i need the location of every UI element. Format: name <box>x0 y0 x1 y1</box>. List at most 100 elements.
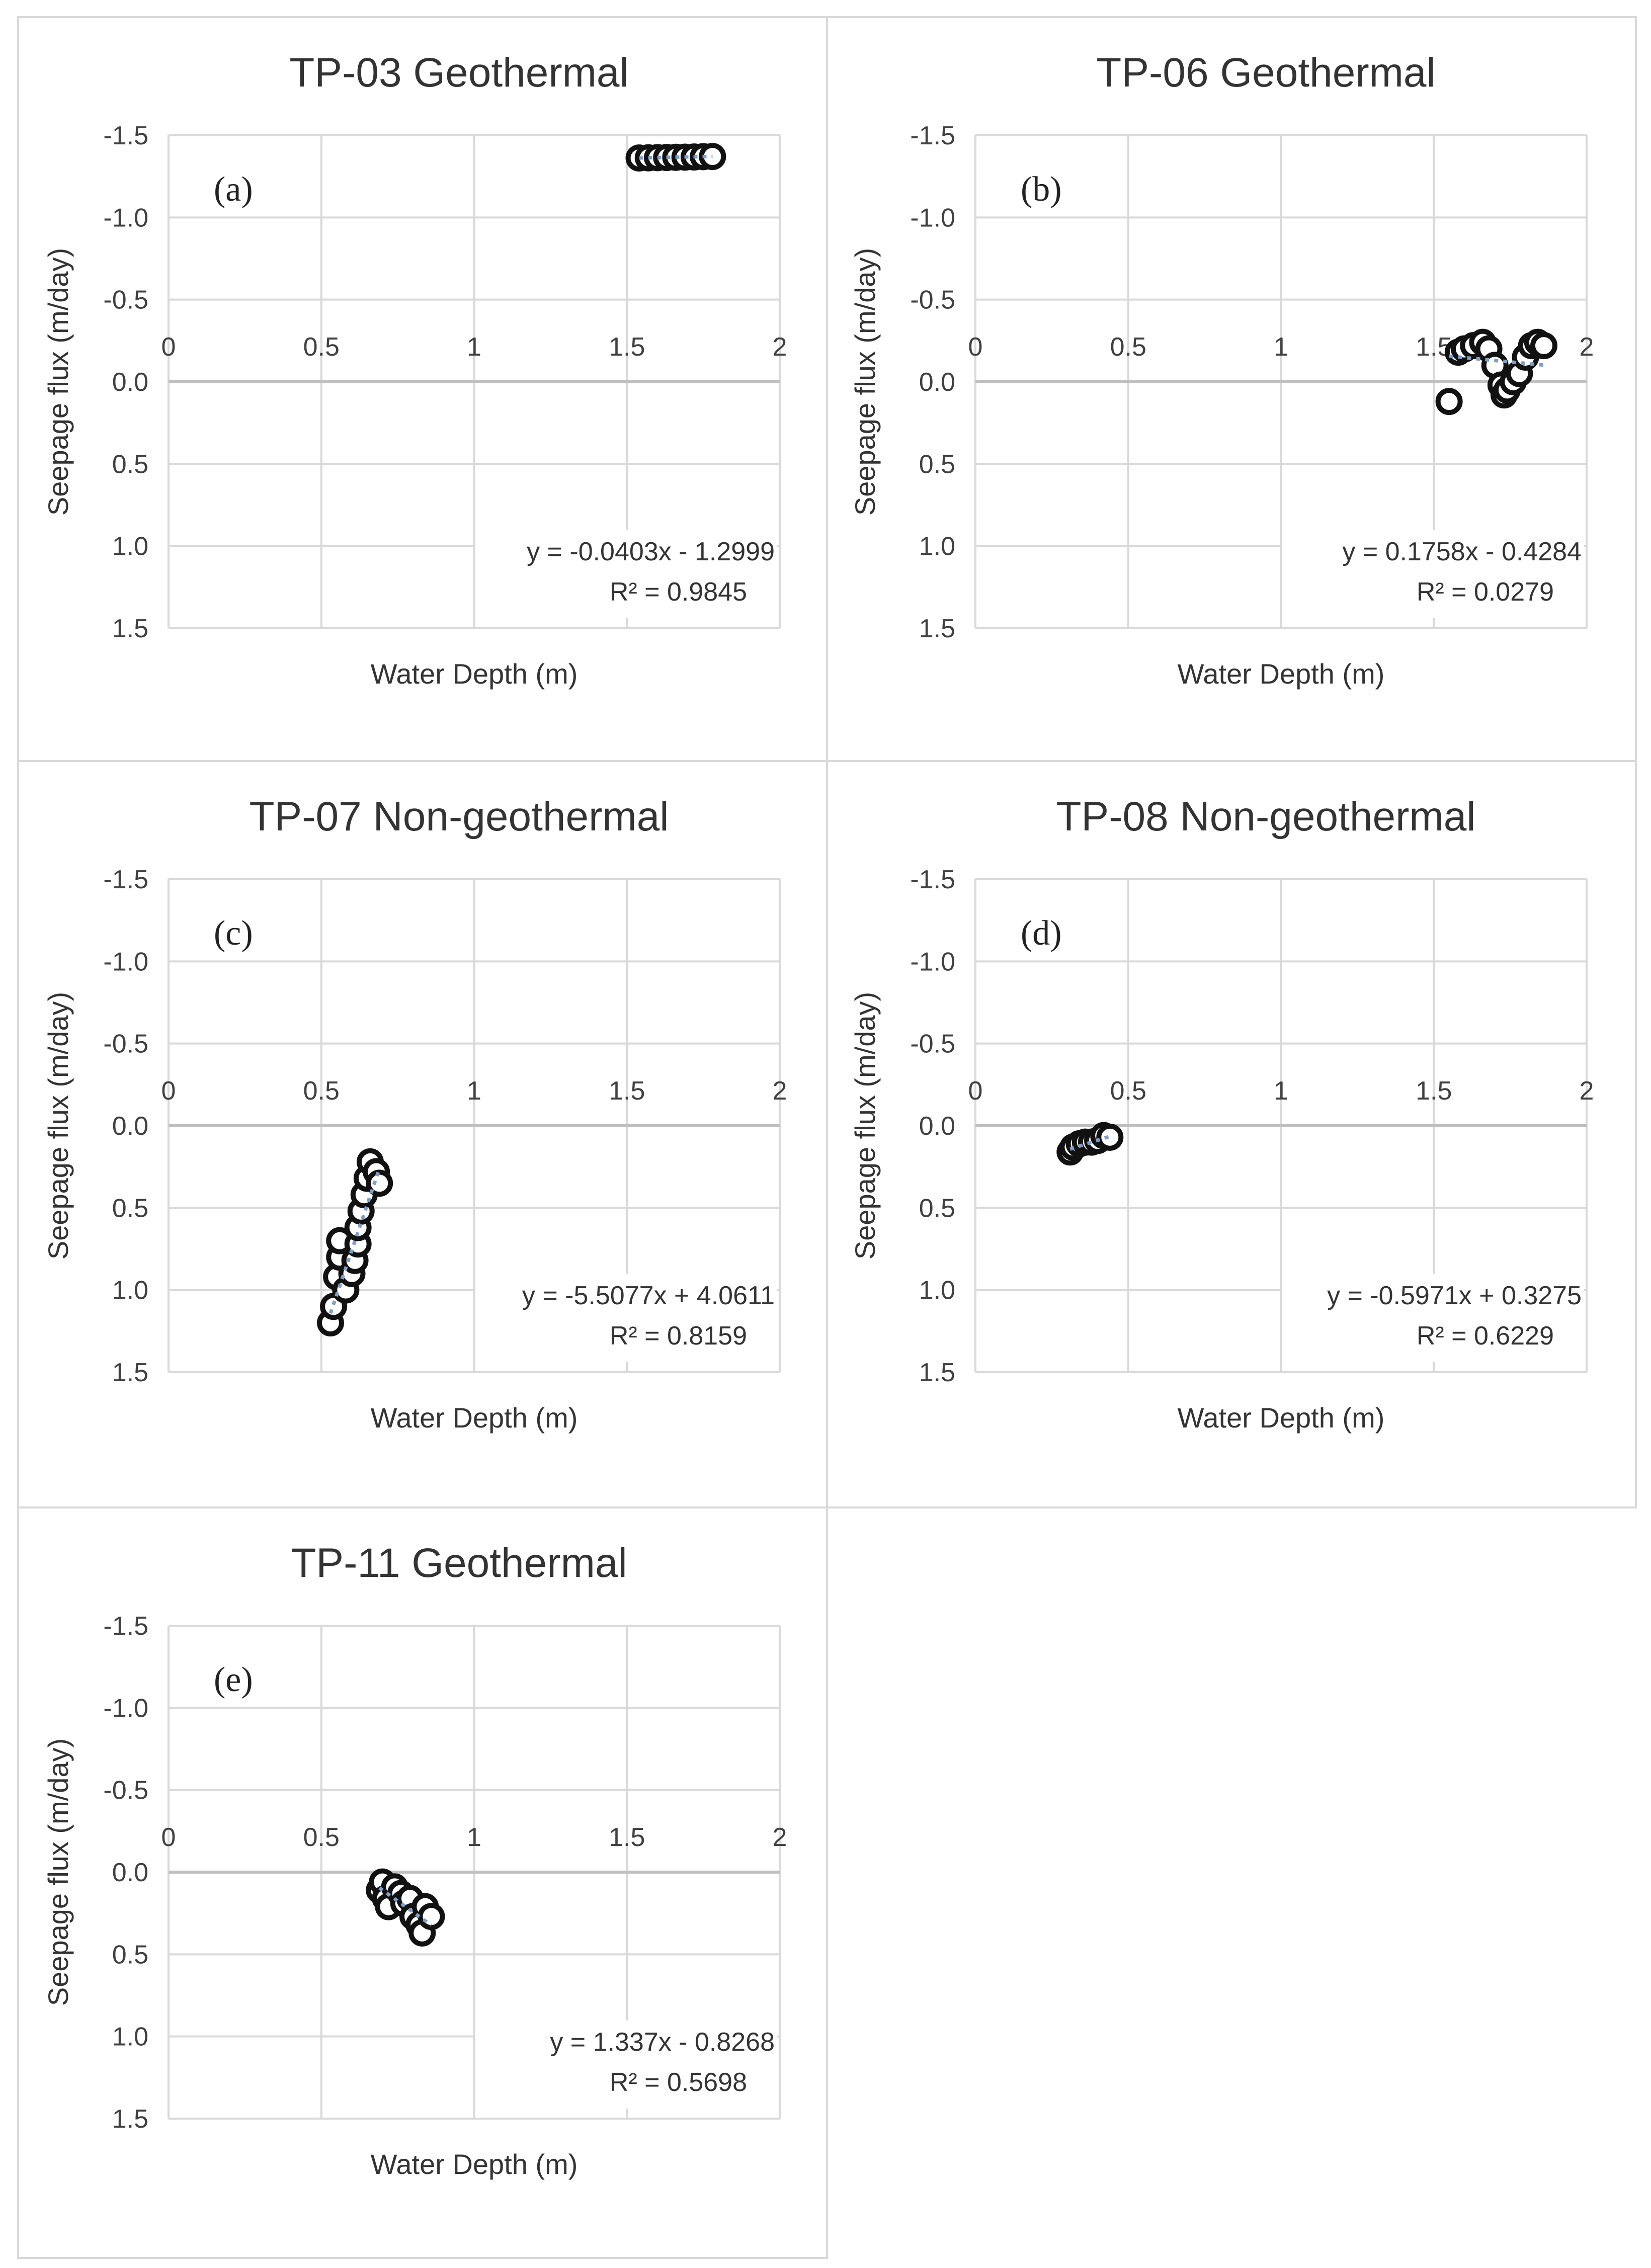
y-tick-label-c-4: 0.5 <box>112 1194 148 1223</box>
chart-title-a: TP-03 Geothermal <box>289 50 629 96</box>
y-axis-label-a: Seepage flux (m/day) <box>42 248 74 516</box>
chart-title-d: TP-08 Non-geothermal <box>1056 794 1475 839</box>
panel-label-d: (d) <box>1021 914 1062 953</box>
y-tick-label-d-3: 0.0 <box>919 1112 955 1141</box>
data-point-b-15 <box>1530 332 1557 360</box>
y-axis-label-b: Seepage flux (m/day) <box>849 248 881 516</box>
y-tick-label-d-6: 1.5 <box>919 1358 955 1387</box>
trendline-equation-c: y = -5.5077x + 4.0611 <box>522 1281 775 1310</box>
x-axis-label-c: Water Depth (m) <box>371 1402 578 1434</box>
y-tick-label-a-5: 1.0 <box>112 532 148 561</box>
x-tick-label-b-2: 1 <box>1274 332 1288 362</box>
x-tick-label-a-1: 0.5 <box>303 332 340 362</box>
trendline-equation-e: y = 1.337x - 0.8268 <box>550 2028 775 2057</box>
chart-panel-e: TP-11 Geothermal 0 0.5 1 1.5 2 -1.5 -1.0 -0.5 0.0… <box>42 1540 787 2180</box>
x-tick-label-c-0: 0 <box>161 1076 176 1106</box>
y-tick-label-d-4: 0.5 <box>919 1194 955 1223</box>
x-tick-label-b-1: 0.5 <box>1110 332 1146 362</box>
x-tick-label-e-1: 0.5 <box>303 1823 340 1852</box>
y-tick-label-e-0: -1.5 <box>103 1612 148 1641</box>
x-tick-label-c-3: 1.5 <box>609 1076 645 1106</box>
panel-label-e: (e) <box>214 1660 253 1699</box>
y-axis-label-e: Seepage flux (m/day) <box>42 1738 74 2006</box>
x-tick-label-d-1: 0.5 <box>1110 1076 1146 1106</box>
data-point-b-0 <box>1435 388 1463 415</box>
y-tick-label-b-6: 1.5 <box>919 614 955 643</box>
trendline-equation-d: y = -0.5971x + 0.3275 <box>1327 1281 1582 1310</box>
y-tick-label-e-4: 0.5 <box>112 1940 148 1969</box>
y-tick-label-c-6: 1.5 <box>112 1358 148 1387</box>
x-tick-label-e-4: 2 <box>773 1823 787 1852</box>
equation-box-a <box>475 530 777 618</box>
y-tick-label-b-4: 0.5 <box>919 450 955 479</box>
y-tick-label-b-5: 1.0 <box>919 532 955 561</box>
y-tick-label-e-5: 1.0 <box>112 2023 148 2052</box>
r-squared-label-a: R² = 0.9845 <box>610 577 747 607</box>
trendline-a <box>639 154 713 160</box>
trendline-b <box>1449 354 1544 367</box>
data-point-c-15 <box>366 1169 393 1197</box>
data-point-d-7 <box>1096 1123 1124 1151</box>
chart-title-c: TP-07 Non-geothermal <box>249 794 669 839</box>
x-axis-label-b: Water Depth (m) <box>1178 658 1385 690</box>
equation-box-b <box>1282 530 1584 618</box>
y-tick-label-a-0: -1.5 <box>103 121 148 150</box>
y-tick-label-a-6: 1.5 <box>112 614 148 643</box>
x-tick-label-e-2: 1 <box>467 1823 481 1852</box>
x-tick-label-b-0: 0 <box>968 332 983 362</box>
x-tick-label-a-3: 1.5 <box>609 332 645 362</box>
x-tick-label-e-0: 0 <box>161 1823 176 1852</box>
chart-title-e: TP-11 Geothermal <box>291 1540 627 1586</box>
y-tick-label-e-6: 1.5 <box>112 2105 148 2134</box>
r-squared-label-d: R² = 0.6229 <box>1417 1321 1554 1351</box>
panel-frame-e <box>17 1506 828 2259</box>
y-tick-label-b-3: 0.0 <box>919 368 955 397</box>
y-tick-label-a-4: 0.5 <box>112 450 148 479</box>
y-axis-label-c: Seepage flux (m/day) <box>42 992 74 1259</box>
equation-box-c <box>475 1274 777 1362</box>
x-tick-label-a-4: 2 <box>773 332 787 362</box>
x-tick-label-d-2: 1 <box>1274 1076 1288 1106</box>
r-squared-label-c: R² = 0.8159 <box>610 1321 747 1351</box>
chart-panel-c: TP-07 Non-geothermal 0 0.5 1 1.5 2 -1.5 -1.0 -0.… <box>42 794 787 1434</box>
chart-panel-a: TP-03 Geothermal 0 0.5 1 1.5 2 -1.5 -1.0 -0.5 0.0… <box>42 50 787 690</box>
x-tick-label-c-1: 0.5 <box>303 1076 340 1106</box>
y-tick-label-c-0: -1.5 <box>103 865 148 894</box>
y-tick-label-e-3: 0.0 <box>112 1858 148 1887</box>
y-tick-label-d-2: -0.5 <box>910 1030 955 1059</box>
x-axis-label-d: Water Depth (m) <box>1178 1402 1385 1434</box>
x-tick-label-a-0: 0 <box>161 332 176 362</box>
r-squared-label-b: R² = 0.0279 <box>1417 577 1554 607</box>
x-tick-label-a-2: 1 <box>467 332 481 362</box>
x-tick-label-d-4: 2 <box>1580 1076 1594 1106</box>
x-tick-label-c-2: 1 <box>467 1076 481 1106</box>
y-tick-label-b-1: -1.0 <box>910 203 955 232</box>
panel-label-c: (c) <box>214 914 253 953</box>
trendline-equation-b: y = 0.1758x - 0.4284 <box>1342 537 1582 566</box>
x-tick-label-d-3: 1.5 <box>1416 1076 1452 1106</box>
equation-box-e <box>475 2021 777 2109</box>
y-tick-label-c-1: -1.0 <box>103 947 148 976</box>
y-tick-label-e-1: -1.0 <box>103 1694 148 1723</box>
y-tick-label-d-0: -1.5 <box>910 865 955 894</box>
trendline-e <box>378 1886 433 1927</box>
y-tick-label-a-3: 0.0 <box>112 368 148 397</box>
chart-title-b: TP-06 Geothermal <box>1096 50 1436 96</box>
trendline-d <box>1069 1134 1111 1151</box>
y-tick-label-c-2: -0.5 <box>103 1030 148 1059</box>
x-tick-label-b-4: 2 <box>1580 332 1594 362</box>
x-tick-label-e-3: 1.5 <box>609 1823 645 1852</box>
y-axis-label-d: Seepage flux (m/day) <box>849 992 881 1259</box>
x-tick-label-d-0: 0 <box>968 1076 983 1106</box>
y-tick-label-a-1: -1.0 <box>103 203 148 232</box>
r-squared-label-e: R² = 0.5698 <box>610 2068 747 2097</box>
panel-label-a: (a) <box>214 170 253 209</box>
chart-panel-b: TP-06 Geothermal 0 0.5 1 1.5 2 -1.5 -1.0 -0.5 0.0… <box>849 50 1594 690</box>
equation-box-d <box>1282 1274 1584 1362</box>
y-tick-label-b-0: -1.5 <box>910 121 955 150</box>
y-tick-label-e-2: -0.5 <box>103 1776 148 1805</box>
panel-frame-d <box>826 760 1637 1508</box>
x-axis-label-e: Water Depth (m) <box>371 2148 578 2180</box>
y-tick-label-b-2: -0.5 <box>910 286 955 315</box>
